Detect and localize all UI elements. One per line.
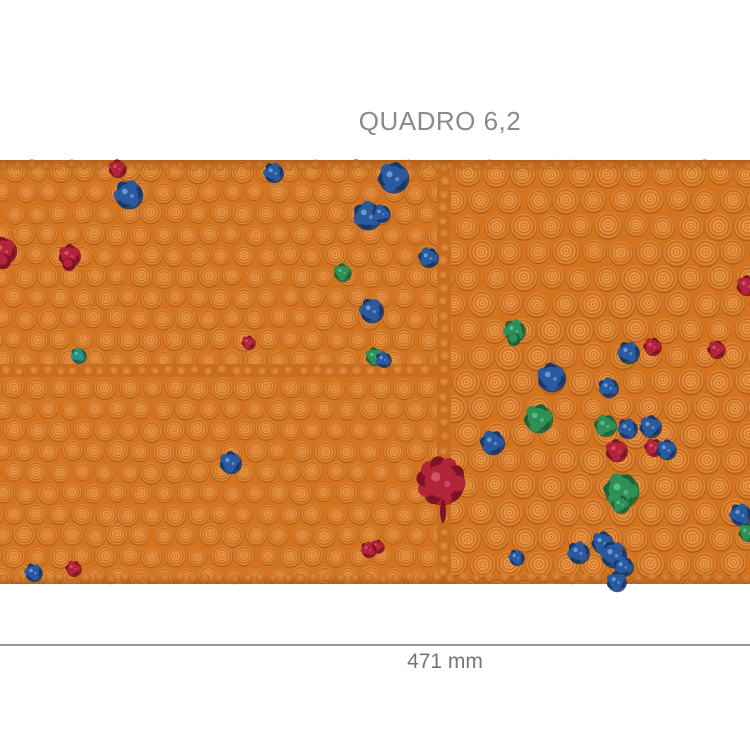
dimension-line xyxy=(0,644,750,646)
acupressure-mat-render xyxy=(0,159,750,593)
product-title: QUADRO 6,2 xyxy=(358,106,522,136)
acupressure-mat-photo xyxy=(0,159,750,593)
dimension-width-label: 471 mm xyxy=(407,650,483,673)
